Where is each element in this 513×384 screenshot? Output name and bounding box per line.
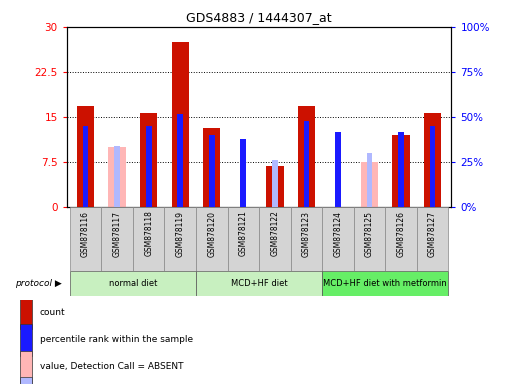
Text: count: count <box>40 308 66 318</box>
Text: GSM878126: GSM878126 <box>397 210 405 257</box>
Bar <box>298 106 315 207</box>
Text: GSM878125: GSM878125 <box>365 210 374 257</box>
Bar <box>70 271 196 296</box>
Bar <box>353 207 385 271</box>
Text: protocol ▶: protocol ▶ <box>15 279 62 288</box>
Bar <box>367 153 372 207</box>
Bar <box>398 132 404 207</box>
Bar <box>133 207 165 271</box>
Text: GSM878123: GSM878123 <box>302 210 311 257</box>
Bar <box>102 207 133 271</box>
Bar <box>385 207 417 271</box>
Bar <box>83 126 88 207</box>
Bar <box>146 126 151 207</box>
Bar <box>171 42 189 207</box>
Bar <box>20 324 32 356</box>
Bar <box>322 207 353 271</box>
Bar <box>424 113 441 207</box>
Bar <box>361 162 378 207</box>
Title: GDS4883 / 1444307_at: GDS4883 / 1444307_at <box>186 11 332 24</box>
Text: value, Detection Call = ABSENT: value, Detection Call = ABSENT <box>40 362 183 371</box>
Bar <box>165 207 196 271</box>
Text: GSM878120: GSM878120 <box>207 210 216 257</box>
Bar <box>196 207 228 271</box>
Bar <box>259 207 290 271</box>
Bar <box>203 128 221 207</box>
Bar <box>322 271 448 296</box>
Bar <box>70 207 102 271</box>
Text: GSM878121: GSM878121 <box>239 210 248 257</box>
Bar <box>417 207 448 271</box>
Text: GSM878124: GSM878124 <box>333 210 342 257</box>
Text: MCD+HF diet: MCD+HF diet <box>231 279 287 288</box>
Bar <box>77 106 94 207</box>
Text: GSM878118: GSM878118 <box>144 210 153 257</box>
Bar <box>290 207 322 271</box>
Bar <box>20 297 32 329</box>
Bar <box>266 166 284 207</box>
Bar <box>392 135 410 207</box>
Bar <box>272 161 278 207</box>
Bar <box>20 351 32 383</box>
Text: GSM878122: GSM878122 <box>270 210 280 257</box>
Bar <box>196 271 322 296</box>
Bar <box>114 146 120 207</box>
Bar <box>20 377 32 384</box>
Text: percentile rank within the sample: percentile rank within the sample <box>40 335 193 344</box>
Text: GSM878116: GSM878116 <box>81 210 90 257</box>
Text: normal diet: normal diet <box>109 279 157 288</box>
Bar <box>209 135 214 207</box>
Text: GSM878119: GSM878119 <box>176 210 185 257</box>
Bar <box>430 126 436 207</box>
Text: GSM878117: GSM878117 <box>113 210 122 257</box>
Text: MCD+HF diet with metformin: MCD+HF diet with metformin <box>323 279 447 288</box>
Bar <box>177 114 183 207</box>
Bar <box>140 113 157 207</box>
Text: GSM878127: GSM878127 <box>428 210 437 257</box>
Bar <box>108 147 126 207</box>
Bar <box>241 139 246 207</box>
Bar <box>228 207 259 271</box>
Bar <box>304 121 309 207</box>
Bar <box>335 132 341 207</box>
